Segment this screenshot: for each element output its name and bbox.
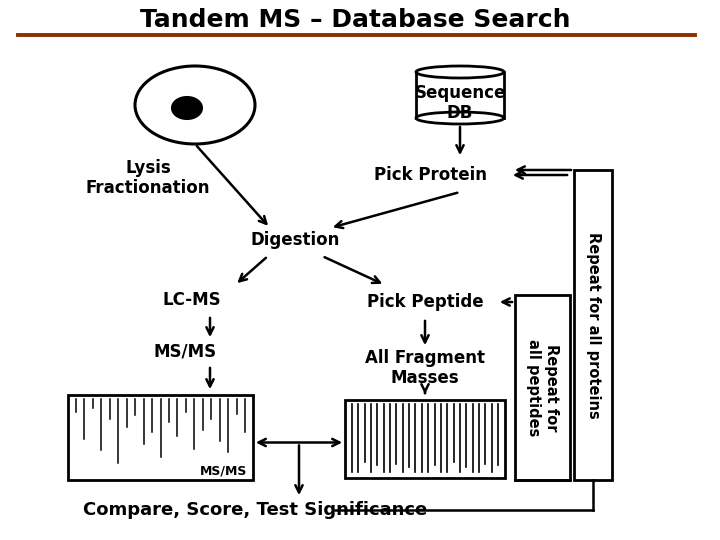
Ellipse shape [172,97,202,119]
Text: MS/MS: MS/MS [199,465,247,478]
Text: Lysis
Fractionation: Lysis Fractionation [86,159,210,198]
Text: All Fragment
Masses: All Fragment Masses [365,349,485,387]
Bar [345,400,505,478]
Text: Compare, Score, Test Significance: Compare, Score, Test Significance [83,501,427,519]
Bar [574,170,612,480]
Text: Sequence
DB: Sequence DB [414,84,505,123]
Bar [515,295,570,480]
Text: Pick Protein: Pick Protein [374,166,487,184]
Text: Tandem MS – Database Search: Tandem MS – Database Search [140,8,570,32]
Text: Repeat for
all peptides: Repeat for all peptides [526,339,559,436]
Ellipse shape [416,112,504,124]
Ellipse shape [416,66,504,78]
Text: MS/MS: MS/MS [153,343,217,361]
Text: Pick Peptide: Pick Peptide [366,293,483,311]
Text: Digestion: Digestion [251,231,340,249]
Text: Repeat for all proteins: Repeat for all proteins [585,232,600,418]
Text: LC-MS: LC-MS [163,291,221,309]
Bar [68,395,253,480]
